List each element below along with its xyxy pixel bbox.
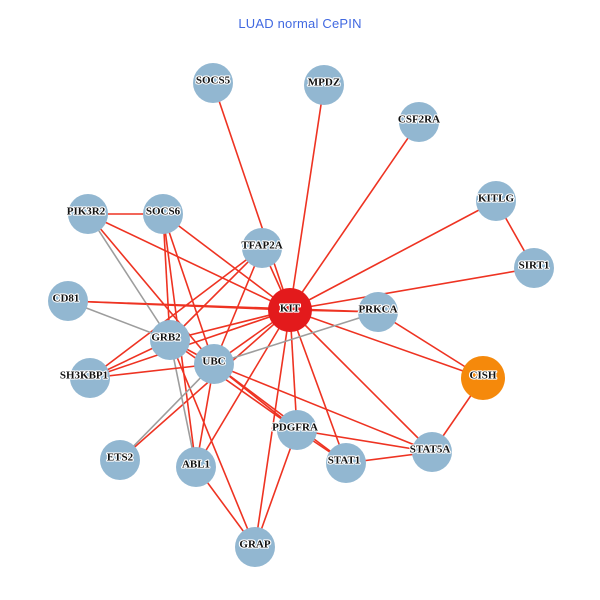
node-circle-kit[interactable] xyxy=(268,288,312,332)
edge-tfap2a-ubc xyxy=(213,247,263,365)
node-circle-csf2ra[interactable] xyxy=(399,102,439,142)
node-csf2ra[interactable]: CSF2RA xyxy=(397,102,441,142)
node-sh3kbp1[interactable]: SH3KBP1 xyxy=(59,358,110,398)
node-stat5a[interactable]: STAT5A xyxy=(409,432,452,472)
node-circle-kitlg[interactable] xyxy=(476,181,516,221)
node-circle-cish[interactable] xyxy=(461,356,505,400)
edge-pik3r2-ubc xyxy=(87,213,215,365)
node-cish[interactable]: CISH xyxy=(461,356,505,400)
node-circle-prkca[interactable] xyxy=(358,292,398,332)
node-abl1[interactable]: ABL1 xyxy=(176,447,216,487)
node-label-grb2: GRB2 xyxy=(151,332,181,344)
edge-pdgfra-grap xyxy=(254,429,298,548)
node-kitlg[interactable]: KITLG xyxy=(476,181,516,221)
node-label-cish: CISH xyxy=(470,370,497,382)
edge-kit-sirt1 xyxy=(289,267,535,311)
node-label-sh3kbp1: SH3KBP1 xyxy=(60,370,108,382)
node-grb2[interactable]: GRB2 xyxy=(150,320,190,360)
node-circle-pdgfra[interactable] xyxy=(277,410,317,450)
node-circle-sh3kbp1[interactable] xyxy=(70,358,110,398)
edge-kit-pik3r2 xyxy=(87,213,291,311)
node-label-pdgfra: PDGFRA xyxy=(272,422,318,434)
edge-ubc-ets2 xyxy=(119,363,215,461)
node-grap[interactable]: GRAP xyxy=(235,527,275,567)
edge-tfap2a-sh3kbp1 xyxy=(89,247,263,379)
node-label-csf2ra: CSF2RA xyxy=(398,114,440,126)
edge-socs6-ubc xyxy=(162,213,215,365)
node-circle-ubc[interactable] xyxy=(194,344,234,384)
node-label-pik3r2: PIK3R2 xyxy=(67,206,106,218)
edge-kit-kitlg xyxy=(289,200,497,311)
node-label-ets2: ETS2 xyxy=(107,452,134,464)
edge-kit-mpdz xyxy=(289,84,325,311)
node-label-kitlg: KITLG xyxy=(478,193,515,205)
edge-kit-sh3kbp1 xyxy=(89,309,291,379)
node-label-prkca: PRKCA xyxy=(358,304,397,316)
node-circle-tfap2a[interactable] xyxy=(242,228,282,268)
node-label-kit: KIT xyxy=(280,303,301,315)
edge-tfap2a-grb2 xyxy=(169,247,263,341)
node-sirt1[interactable]: SIRT1 xyxy=(514,248,554,288)
edge-grb2-pdgfra xyxy=(169,339,298,431)
node-circle-grap[interactable] xyxy=(235,527,275,567)
node-circle-stat1[interactable] xyxy=(326,443,366,483)
edge-kit-ets2 xyxy=(119,309,291,461)
node-ubc[interactable]: UBC xyxy=(194,344,234,384)
edge-kit-grap xyxy=(254,309,291,548)
node-label-socs6: SOCS6 xyxy=(146,206,181,218)
edge-kit-stat5a xyxy=(289,309,433,453)
node-socs5[interactable]: SOCS5 xyxy=(193,63,233,103)
edge-ubc-stat5a xyxy=(213,363,433,453)
node-circle-cd81[interactable] xyxy=(48,281,88,321)
node-circle-socs6[interactable] xyxy=(143,194,183,234)
node-label-grap: GRAP xyxy=(239,539,270,551)
edge-layer xyxy=(67,82,535,548)
edge-ubc-prkca xyxy=(213,311,379,365)
edge-kit-cish xyxy=(289,309,484,379)
node-pik3r2[interactable]: PIK3R2 xyxy=(66,194,108,234)
edge-ubc-sh3kbp1 xyxy=(89,363,215,379)
node-label-mpdz: MPDZ xyxy=(308,77,340,89)
node-label-stat5a: STAT5A xyxy=(410,444,451,456)
node-kit[interactable]: KIT xyxy=(268,288,312,332)
node-circle-pik3r2[interactable] xyxy=(68,194,108,234)
edge-pdgfra-stat5a xyxy=(296,429,433,453)
node-pdgfra[interactable]: PDGFRA xyxy=(271,410,319,450)
node-ets2[interactable]: ETS2 xyxy=(100,440,140,480)
node-socs6[interactable]: SOCS6 xyxy=(143,194,183,234)
page-title: LUAD normal CePIN xyxy=(238,16,362,31)
node-mpdz[interactable]: MPDZ xyxy=(304,65,344,105)
edge-kit-stat1 xyxy=(289,309,347,464)
node-tfap2a[interactable]: TFAP2A xyxy=(240,228,284,268)
node-layer: SOCS5 MPDZ CSF2RA KITLG SIRT1 PIK3R2 SOCS6 TFAP… xyxy=(48,63,554,567)
node-label-tfap2a: TFAP2A xyxy=(241,240,282,252)
node-label-socs5: SOCS5 xyxy=(196,75,231,87)
node-label-abl1: ABL1 xyxy=(182,459,210,471)
node-circle-abl1[interactable] xyxy=(176,447,216,487)
node-prkca[interactable]: PRKCA xyxy=(357,292,399,332)
node-circle-sirt1[interactable] xyxy=(514,248,554,288)
edge-cd81-prkca xyxy=(67,300,379,313)
edge-kit-socs6 xyxy=(162,213,291,311)
node-circle-socs5[interactable] xyxy=(193,63,233,103)
node-label-ubc: UBC xyxy=(202,356,225,368)
node-stat1[interactable]: STAT1 xyxy=(326,443,366,483)
node-circle-mpdz[interactable] xyxy=(304,65,344,105)
edge-kit-csf2ra xyxy=(289,121,420,311)
edge-kit-socs5 xyxy=(212,82,291,311)
node-circle-stat5a[interactable] xyxy=(412,432,452,472)
node-label-sirt1: SIRT1 xyxy=(519,260,550,272)
edge-pik3r2-grb2 xyxy=(87,213,171,341)
edge-grb2-abl1 xyxy=(169,339,197,468)
edge-ubc-stat1 xyxy=(213,363,347,464)
edge-grb2-grap xyxy=(169,339,256,548)
node-circle-ets2[interactable] xyxy=(100,440,140,480)
node-label-stat1: STAT1 xyxy=(328,455,361,467)
node-label-cd81: CD81 xyxy=(53,293,80,305)
node-circle-grb2[interactable] xyxy=(150,320,190,360)
node-cd81[interactable]: CD81 xyxy=(48,281,88,321)
